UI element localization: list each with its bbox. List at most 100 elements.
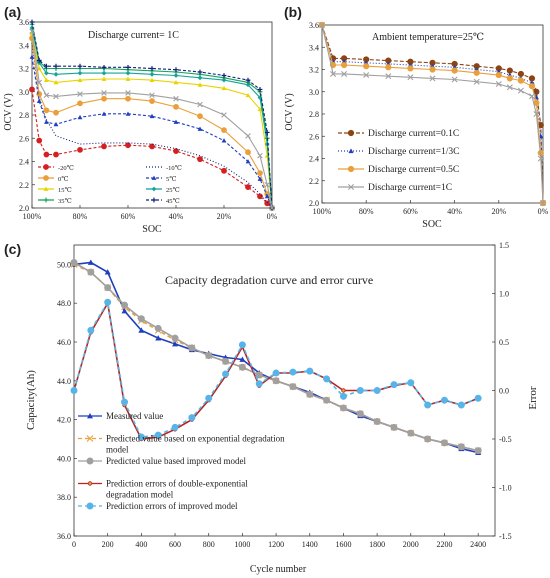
series-predicted-value-based-improved-model	[70, 258, 482, 455]
data-point	[540, 200, 546, 206]
data-point	[506, 67, 513, 74]
data-point	[87, 326, 95, 334]
data-point	[173, 67, 179, 73]
data-point	[341, 61, 348, 69]
data-point	[528, 83, 536, 90]
x-tick-label: 60%	[121, 212, 136, 221]
data-point	[407, 429, 415, 437]
legend-swatch-marker	[43, 164, 49, 170]
y-tick-label: 44.0	[57, 377, 71, 386]
data-point	[101, 143, 107, 150]
data-point	[87, 268, 95, 276]
legend-label: Discharge current=1C	[368, 183, 452, 193]
x-tick-label: 0	[72, 540, 76, 549]
data-point	[528, 75, 536, 82]
data-point	[517, 87, 524, 94]
legend-entry: 5℃	[146, 175, 177, 183]
y-tick-label: 2.8	[309, 110, 319, 119]
data-point	[188, 414, 196, 422]
data-point	[125, 95, 131, 102]
data-point	[36, 66, 42, 71]
data-point	[53, 63, 59, 69]
data-point	[245, 92, 251, 98]
x-tick-label: 200	[102, 540, 114, 549]
legend-swatch-marker	[86, 502, 94, 510]
plot-area-c: 0 200 400 600 800 1000 1200 1400 1600 1800 2000 220…	[57, 241, 512, 549]
data-point	[238, 341, 246, 349]
data-point	[149, 143, 155, 150]
data-point	[173, 103, 179, 110]
data-point	[125, 76, 131, 81]
data-point	[205, 394, 213, 402]
y-tick-label: 3.2	[19, 65, 29, 74]
panel-a-xlabel: SOC	[142, 224, 162, 235]
legend-swatch-marker	[87, 481, 93, 486]
data-point	[495, 71, 502, 79]
legend-entry: -20℃	[38, 164, 74, 172]
data-point	[257, 87, 263, 92]
data-point	[517, 77, 525, 84]
data-point	[473, 69, 480, 76]
y-tick-label: 2.4	[309, 155, 319, 164]
x-tick-label: 20%	[491, 207, 506, 216]
x-tick-label: 100%	[313, 207, 332, 216]
data-point	[29, 54, 35, 59]
data-point	[407, 65, 414, 72]
y-tick-label: 36.0	[57, 532, 71, 541]
data-point	[101, 111, 107, 116]
legend-entry: 45℃	[146, 197, 180, 205]
data-point	[257, 176, 263, 181]
data-point	[440, 439, 448, 447]
legend-label: 25℃	[166, 186, 180, 194]
data-point	[173, 80, 179, 85]
legend-entry: 0℃	[38, 175, 69, 183]
data-point	[121, 301, 129, 309]
data-point	[306, 390, 314, 398]
legend-swatch-marker	[86, 457, 94, 465]
legend-label: degradation model	[106, 490, 174, 500]
data-point	[385, 73, 392, 80]
data-point	[171, 423, 179, 431]
x-tick-label: 100%	[23, 212, 42, 221]
data-point	[43, 92, 50, 99]
data-point	[138, 327, 145, 333]
y-tick-label: 3.6	[309, 21, 319, 30]
data-point	[474, 394, 482, 402]
panel-c-ylabel: Capacity(Ah)	[25, 370, 37, 430]
data-point	[77, 100, 83, 107]
data-point	[245, 77, 251, 83]
y-tick-label: 3.0	[309, 88, 319, 97]
y-right-tick-label: -1.0	[499, 484, 512, 493]
data-point	[77, 63, 83, 69]
panel-c-xlabel: Cycle number	[250, 564, 307, 575]
x-tick-label: 1000	[234, 540, 250, 549]
data-point	[330, 70, 337, 77]
y-right-tick-label: 1.5	[499, 241, 509, 250]
data-point	[429, 75, 436, 82]
data-point	[70, 258, 78, 266]
legend-entry: Discharge current=1/3C	[338, 147, 459, 157]
data-point	[424, 401, 432, 409]
data-point	[36, 79, 42, 86]
data-point	[53, 71, 59, 77]
data-point	[53, 151, 59, 158]
data-point	[363, 72, 370, 79]
legend-swatch-marker	[348, 148, 354, 154]
series-unlabeled-8	[29, 28, 275, 211]
data-point	[137, 433, 145, 441]
legend-c: Measured value Predicted value based on e…	[78, 411, 285, 511]
panel-a-annotation: Discharge current= 1C	[88, 30, 179, 41]
data-point	[264, 130, 270, 135]
panel-b-label: (b)	[284, 4, 302, 20]
data-point	[197, 113, 203, 120]
legend-label: model	[106, 445, 129, 455]
legend-label: Predicted value based on exponential deg…	[106, 434, 285, 444]
data-point	[221, 73, 227, 78]
data-point	[533, 111, 540, 117]
data-point	[457, 401, 465, 409]
data-point	[528, 93, 535, 100]
data-point	[104, 284, 112, 292]
data-point	[53, 93, 59, 100]
legend-entry: Measured value	[78, 411, 163, 421]
data-point	[289, 383, 297, 391]
